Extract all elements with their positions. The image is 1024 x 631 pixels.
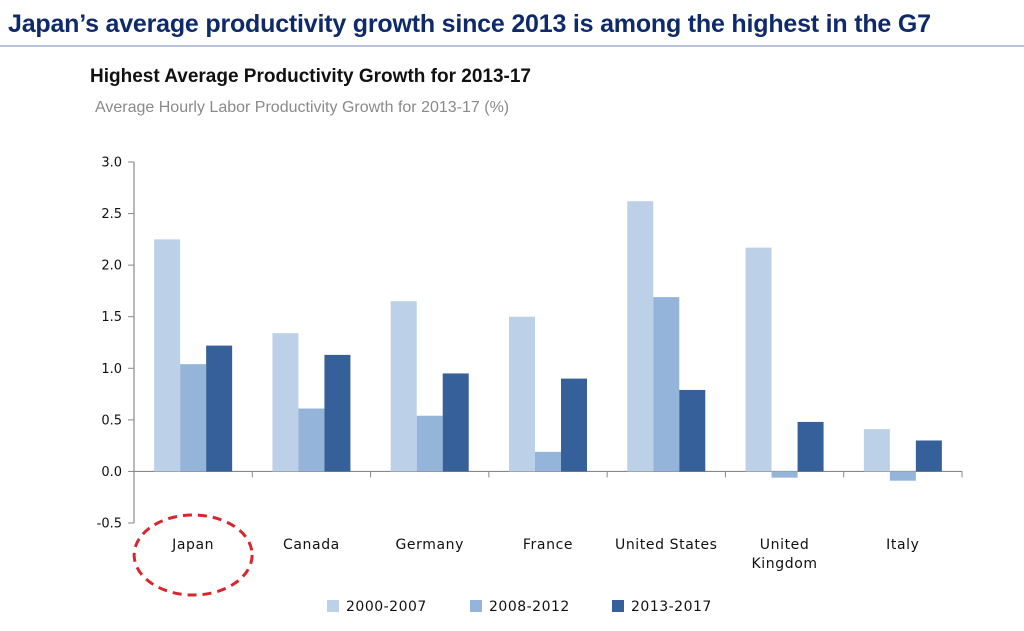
- y-tick-label: -0.5: [97, 517, 122, 532]
- category-label: France: [523, 537, 573, 553]
- bar-2008-2012-United Kingdom: [771, 471, 798, 478]
- bar-2000-2007-Germany: [390, 301, 417, 472]
- legend-label: 2013-2017: [631, 599, 712, 615]
- y-tick-label: 2.0: [101, 259, 122, 274]
- highlight-circle: [132, 513, 254, 597]
- category-label: Japan: [171, 537, 214, 553]
- bar-2008-2012-Japan: [180, 364, 207, 472]
- legend-label: 2008-2012: [489, 599, 570, 615]
- chart-title: Highest Average Productivity Growth for …: [90, 66, 531, 87]
- y-tick-label: 1.5: [101, 310, 122, 325]
- y-tick-label: 0.5: [101, 413, 122, 428]
- legend-swatch: [327, 600, 339, 612]
- bar-2000-2007-United States: [627, 201, 654, 472]
- y-tick-label: 3.0: [101, 156, 122, 171]
- bar-2008-2012-United States: [653, 297, 680, 472]
- category-label: Germany: [395, 537, 464, 553]
- bar-2008-2012-France: [535, 451, 561, 472]
- bar-2013-2017-United States: [679, 389, 706, 472]
- bar-2008-2012-Germany: [416, 415, 443, 472]
- bar-2013-2017-United Kingdom: [797, 421, 824, 472]
- bar-2000-2007-Italy: [863, 429, 890, 472]
- category-label: United: [760, 537, 810, 553]
- category-label: Canada: [283, 537, 340, 553]
- bar-2008-2012-Italy: [889, 471, 916, 481]
- headline: Japan’s average productivity growth sinc…: [8, 10, 931, 38]
- y-tick-label: 0.0: [101, 465, 122, 480]
- y-tick-label: 1.0: [101, 362, 122, 377]
- bar-2013-2017-Japan: [206, 345, 233, 472]
- bar-2000-2007-United Kingdom: [745, 247, 772, 472]
- chart-subtitle: Average Hourly Labor Productivity Growth…: [95, 99, 510, 116]
- category-label: Italy: [886, 537, 919, 553]
- bar-2000-2007-Japan: [154, 239, 181, 472]
- legend-swatch: [470, 600, 482, 612]
- bar-2013-2017-Germany: [442, 373, 469, 472]
- legend-label: 2000-2007: [346, 599, 427, 615]
- bar-2013-2017-Italy: [915, 440, 942, 472]
- headline-divider: [0, 45, 1024, 47]
- bar-2000-2007-France: [509, 316, 535, 472]
- category-label: United States: [615, 537, 718, 553]
- category-label: Kingdom: [752, 556, 818, 572]
- bar-2008-2012-Canada: [298, 408, 325, 472]
- legend-swatch: [612, 600, 624, 612]
- bar-2013-2017-France: [561, 378, 587, 472]
- bar-2013-2017-Canada: [324, 354, 351, 472]
- y-tick-label: 2.5: [101, 207, 122, 222]
- bar-2000-2007-Canada: [272, 333, 299, 472]
